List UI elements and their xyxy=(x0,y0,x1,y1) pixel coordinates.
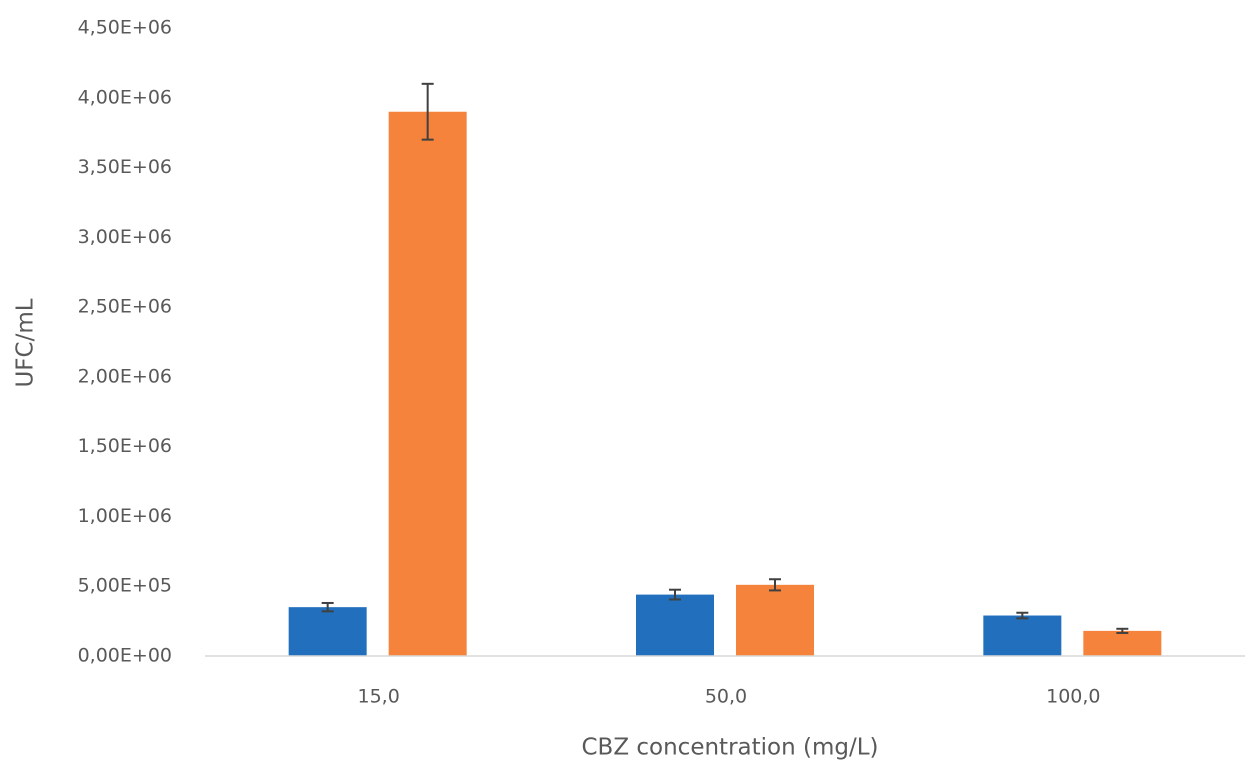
error-bar xyxy=(769,578,781,592)
error-bar xyxy=(669,588,681,601)
y-tick-label: 4,00E+06 xyxy=(78,86,172,108)
bar xyxy=(736,584,814,656)
x-axis-label: CBZ concentration (mg/L) xyxy=(581,735,878,761)
bar xyxy=(288,607,367,656)
y-tick-label: 2,50E+06 xyxy=(78,296,172,318)
y-tick-label: 3,50E+06 xyxy=(78,156,172,178)
bar xyxy=(636,594,714,656)
y-tick-label: 1,50E+06 xyxy=(78,435,172,457)
x-tick-label: 15,0 xyxy=(358,686,400,708)
y-axis-label: UFC/mL xyxy=(13,298,39,387)
y-tick-label: 2,00E+06 xyxy=(78,365,172,387)
y-tick-label: 3,00E+06 xyxy=(78,226,172,248)
bar xyxy=(1083,630,1162,656)
y-tick-label: 1,00E+06 xyxy=(78,505,172,527)
x-tick-label: 100,0 xyxy=(1046,686,1100,708)
error-bar xyxy=(421,82,434,141)
bar xyxy=(388,111,467,656)
y-tick-label: 4,50E+06 xyxy=(78,17,172,39)
x-tick-label: 50,0 xyxy=(705,686,747,708)
error-bar xyxy=(321,601,334,613)
y-tick-label: 5,00E+05 xyxy=(78,575,172,597)
bar xyxy=(983,615,1062,656)
error-bar xyxy=(1016,611,1029,620)
y-tick-label: 0,00E+00 xyxy=(78,645,172,667)
error-bar xyxy=(1116,627,1129,634)
